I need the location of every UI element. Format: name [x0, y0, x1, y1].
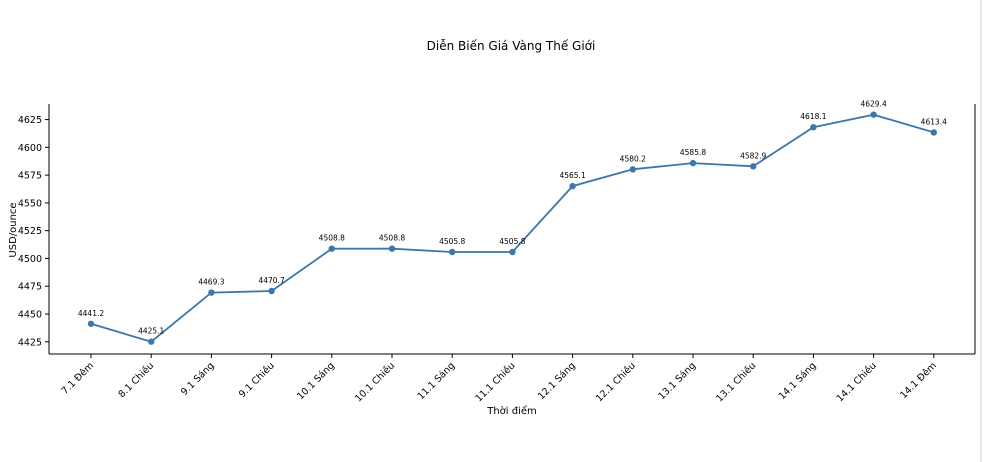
data-label: 4508.8: [319, 234, 345, 243]
data-label: 4629.4: [860, 100, 886, 109]
x-tick-label: 8.1 Chiều: [117, 360, 157, 400]
y-tick-label: 4475: [18, 282, 42, 293]
data-point: [328, 245, 335, 252]
data-label: 4580.2: [620, 154, 646, 163]
data-label: 4425.1: [138, 327, 164, 336]
data-label: 4585.8: [680, 148, 706, 157]
y-tick-label: 4625: [18, 115, 42, 126]
x-axis-label: Thời điểm: [486, 404, 537, 417]
data-points: [87, 111, 937, 345]
y-tick-label: 4550: [18, 198, 42, 209]
data-label: 4618.1: [800, 112, 826, 121]
data-point: [388, 245, 396, 252]
y-ticks: 4425 4450 4475 4500 4525 4550 4575 4600 4625: [18, 115, 49, 348]
y-tick-label: 4575: [18, 171, 42, 182]
y-tick-label: 4525: [18, 226, 42, 237]
x-tick-label: 10.1 Chiều: [353, 360, 397, 404]
data-point: [268, 287, 275, 295]
x-tick-label: 11.1 Chiều: [473, 360, 517, 404]
data-point: [870, 111, 877, 118]
data-point: [629, 166, 636, 173]
data-label: 4508.8: [379, 234, 405, 243]
x-tick-label: 11.1 Sáng: [416, 360, 458, 402]
x-tick-label: 7.1 Đêm: [60, 360, 96, 396]
data-labels: 4441.2 4425.1 4469.3 4470.7 4508.8 4508.8 4505…: [78, 100, 947, 336]
x-tick-label: 13.1 Chiều: [714, 360, 758, 404]
x-tick-label: 12.1 Chiều: [594, 360, 638, 404]
x-tick-label: 14.1 Chiều: [835, 360, 879, 404]
y-tick-label: 4425: [18, 337, 42, 348]
x-tick-label: 10.1 Sáng: [295, 360, 337, 402]
data-label: 4613.4: [921, 117, 947, 126]
data-label: 4470.7: [258, 276, 284, 285]
data-point: [449, 248, 456, 256]
x-tick-label: 12.1 Sáng: [536, 360, 578, 402]
data-point: [148, 338, 155, 345]
chart-title: Diễn Biến Giá Vàng Thế Giới: [427, 39, 596, 53]
data-point: [689, 159, 697, 167]
x-tick-label: 14.1 Sáng: [777, 360, 819, 402]
x-ticks: 7.1 Đêm 8.1 Chiều 9.1 Sáng 9.1 Chiều 10.1 Sá…: [60, 354, 939, 404]
y-axis-label: USD/ounce: [8, 202, 19, 257]
data-label: 4565.1: [559, 171, 585, 180]
data-label: 4469.3: [198, 278, 224, 287]
x-tick-label: 14.1 Đêm: [898, 360, 939, 401]
data-label: 4505.8: [499, 237, 525, 246]
y-tick-label: 4600: [18, 143, 42, 154]
series-line: [90, 113, 935, 343]
axes: [48, 104, 976, 355]
window-edge: [980, 0, 982, 462]
data-point: [509, 248, 516, 256]
x-tick-label: 13.1 Sáng: [656, 360, 698, 402]
y-tick-label: 4500: [18, 254, 42, 265]
data-point: [750, 163, 757, 170]
data-point: [930, 129, 937, 136]
data-point: [87, 320, 95, 327]
data-point: [569, 182, 576, 190]
x-tick-label: 9.1 Sáng: [179, 360, 216, 397]
y-tick-label: 4450: [18, 310, 42, 321]
data-label: 4505.8: [439, 237, 465, 246]
data-label: 4441.2: [78, 309, 104, 318]
data-point: [208, 289, 215, 296]
x-tick-label: 9.1 Chiều: [237, 360, 277, 400]
data-label: 4582.9: [740, 151, 766, 160]
data-point: [810, 124, 817, 131]
